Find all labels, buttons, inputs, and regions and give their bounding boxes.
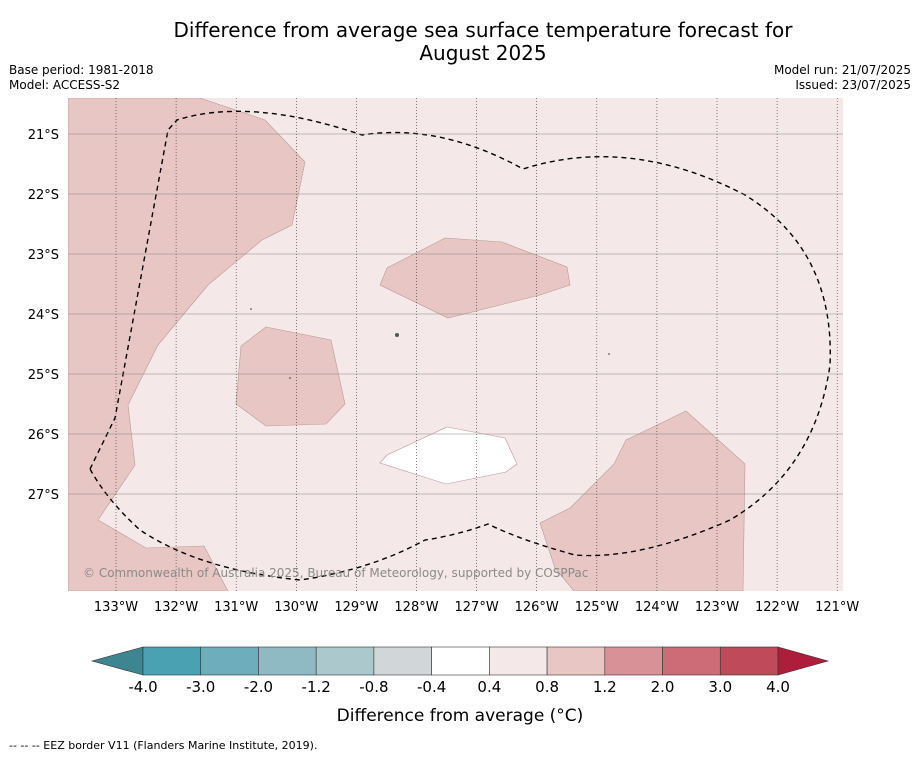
colorbar-segment <box>662 646 721 676</box>
colorbar-tick-label: -1.2 <box>302 678 331 696</box>
longitude-tick-label: 132°W <box>154 600 198 615</box>
longitude-tick-label: 121°W <box>815 600 859 615</box>
island-marker <box>395 333 399 337</box>
near-average-region-centre-west <box>235 326 346 427</box>
near-average-region-centre-south <box>379 426 518 485</box>
colorbar-tick-label: -4.0 <box>128 678 157 696</box>
colorbar-segment <box>200 646 259 676</box>
title-line-1: Difference from average sea surface temp… <box>173 18 793 42</box>
colorbar-tick-label: -0.8 <box>359 678 388 696</box>
colorbar-title: Difference from average (°C) <box>337 706 584 726</box>
longitude-tick-label: 133°W <box>94 600 138 615</box>
colorbar-segment <box>315 646 375 676</box>
island-marker <box>289 377 291 379</box>
colorbar-tick-label: 3.0 <box>708 678 732 696</box>
longitude-tick-label: 130°W <box>274 600 318 615</box>
colorbar-segment <box>142 646 202 676</box>
colorbar-high-extension <box>777 646 830 676</box>
latitude-tick-label: 25°S <box>28 368 59 383</box>
title-line-2: August 2025 <box>419 41 547 65</box>
colorbar-tick-label: -3.0 <box>186 678 215 696</box>
anomaly-region-south-east <box>539 410 746 591</box>
anomaly-region-north-west <box>68 98 306 591</box>
colorbar-tick-label: 2.0 <box>651 678 675 696</box>
colorbar-segment <box>489 646 548 676</box>
model-run: Model run: 21/07/2025 <box>773 63 911 77</box>
model-name: Model: ACCESS-S2 <box>9 78 121 92</box>
issued-date: Issued: 23/07/2025 <box>795 78 911 92</box>
colorbar-segment <box>431 646 490 676</box>
longitude-tick-label: 123°W <box>695 600 739 615</box>
colorbar-tick-label: 4.0 <box>766 678 790 696</box>
anomaly-region-centre-north <box>379 237 571 319</box>
colorbar-tick-label: -2.0 <box>244 678 273 696</box>
island-marker <box>250 308 252 310</box>
metadata-right: Model run: 21/07/2025 Issued: 23/07/2025 <box>774 63 911 93</box>
chart-title: Difference from average sea surface temp… <box>160 19 806 65</box>
colorbar-tick-label: 0.8 <box>535 678 559 696</box>
longitude-tick-label: 129°W <box>334 600 378 615</box>
longitude-tick-label: 125°W <box>575 600 619 615</box>
colorbar-segment <box>373 646 432 676</box>
colorbar-tick-label: 1.2 <box>593 678 617 696</box>
colorbar-segment <box>546 646 606 676</box>
latitude-tick-label: 23°S <box>28 248 59 263</box>
longitude-tick-label: 131°W <box>214 600 258 615</box>
colorbar-segment <box>604 646 663 676</box>
longitude-tick-label: 128°W <box>394 600 438 615</box>
colorbar-low-extension <box>90 646 144 676</box>
colorbar-segment <box>719 646 779 676</box>
longitude-labels: 133°W 132°W 131°W 130°W 129°W 128°W 127°W 126°W… <box>94 600 860 615</box>
longitude-tick-label: 127°W <box>455 600 499 615</box>
graticule <box>68 98 843 591</box>
eez-border <box>89 110 831 581</box>
latitude-tick-label: 27°S <box>28 488 59 503</box>
longitude-tick-label: 122°W <box>755 600 799 615</box>
colorbar-tick-label: -0.4 <box>417 678 446 696</box>
latitude-tick-label: 21°S <box>28 128 59 143</box>
longitude-tick-label: 126°W <box>515 600 559 615</box>
colorbar-segment <box>258 646 317 676</box>
latitude-tick-label: 24°S <box>28 308 59 323</box>
eez-footnote: -- -- -- EEZ border V11 (Flanders Marine… <box>9 739 318 752</box>
colorbar: -4.0 -3.0 -2.0 -1.2 -0.8 -0.4 0.4 0.8 1.2 2.0 3.0 4… <box>90 646 830 696</box>
longitude-tick-label: 124°W <box>635 600 679 615</box>
metadata-left: Base period: 1981-2018 Model: ACCESS-S2 <box>9 63 154 93</box>
latitude-tick-label: 22°S <box>28 188 59 203</box>
latitude-labels: 21°S 22°S 23°S 24°S 25°S 26°S 27°S <box>28 128 59 503</box>
copyright-notice: © Commonwealth of Australia 2025, Bureau… <box>83 566 588 580</box>
base-period: Base period: 1981-2018 <box>9 63 154 77</box>
map-layers <box>68 98 831 591</box>
colorbar-tick-label: 0.4 <box>477 678 501 696</box>
latitude-tick-label: 26°S <box>28 428 59 443</box>
island-marker <box>608 353 610 355</box>
